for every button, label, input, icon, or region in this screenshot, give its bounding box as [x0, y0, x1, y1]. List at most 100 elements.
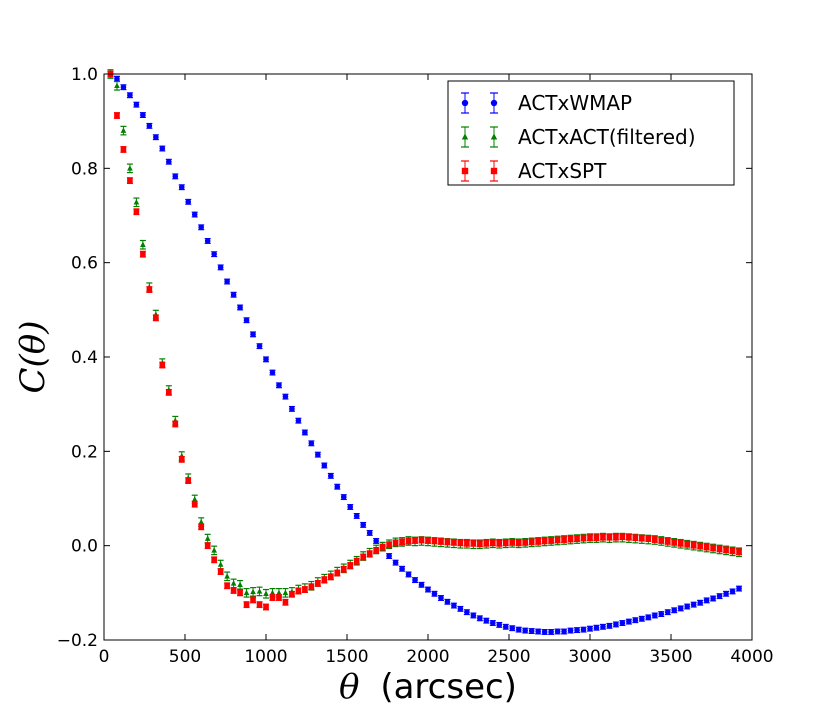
data-point — [509, 539, 516, 546]
data-point — [263, 590, 269, 597]
data-point — [645, 535, 652, 542]
legend-marker — [490, 99, 498, 107]
data-point — [438, 538, 444, 545]
data-point — [340, 494, 347, 500]
data-point — [373, 538, 379, 544]
data-point — [515, 540, 522, 546]
data-point — [217, 568, 224, 575]
x-tick-label: 4000 — [730, 647, 773, 667]
data-point — [535, 628, 541, 635]
data-point — [269, 589, 276, 596]
data-point — [490, 540, 496, 546]
data-point — [600, 534, 606, 540]
x-axis-label-symbol: θ — [339, 667, 359, 707]
data-point — [191, 501, 198, 507]
data-point — [191, 211, 198, 218]
data-point — [315, 580, 321, 587]
data-point — [736, 585, 742, 592]
data-point — [470, 612, 477, 619]
y-tick-label: 0.0 — [71, 537, 98, 557]
x-tick-label: 2500 — [487, 647, 530, 667]
data-point — [554, 628, 561, 635]
data-point — [153, 134, 159, 141]
data-point — [490, 620, 496, 626]
data-point — [204, 542, 211, 549]
y-axis-label: C(θ) — [13, 320, 53, 393]
data-point — [567, 627, 574, 634]
data-point — [353, 558, 360, 565]
data-point — [250, 331, 256, 338]
data-point — [425, 586, 431, 593]
data-point — [230, 580, 237, 586]
data-point — [204, 238, 211, 244]
data-point — [289, 591, 295, 598]
data-point — [528, 539, 535, 545]
data-point — [652, 612, 658, 619]
data-point — [697, 543, 703, 549]
data-point — [593, 534, 600, 541]
data-point — [703, 544, 710, 550]
data-point — [172, 421, 179, 427]
data-point — [140, 112, 146, 118]
data-point — [444, 598, 451, 605]
data-point — [502, 540, 509, 546]
data-point — [548, 629, 554, 635]
data-point — [723, 547, 729, 553]
data-point — [353, 513, 360, 519]
data-point — [716, 546, 723, 552]
legend-label: ACTxACT(filtered) — [518, 125, 696, 149]
data-point — [153, 315, 159, 321]
data-point — [321, 462, 328, 469]
legend-box — [447, 80, 735, 186]
data-point — [146, 286, 153, 293]
data-point — [574, 627, 580, 633]
data-point — [528, 628, 535, 634]
data-point — [703, 597, 710, 604]
data-point — [295, 588, 302, 594]
data-point — [658, 611, 665, 617]
y-tick-label: 0.8 — [71, 159, 98, 179]
data-point — [120, 127, 127, 133]
y-tick-label: 0.2 — [71, 442, 98, 462]
data-point — [710, 545, 716, 551]
data-point — [729, 588, 736, 595]
data-point — [457, 540, 464, 546]
data-point — [366, 530, 373, 536]
data-point — [185, 477, 192, 484]
data-point — [386, 553, 392, 559]
data-point — [114, 112, 120, 119]
data-point — [470, 540, 477, 547]
data-point — [723, 590, 729, 597]
data-point — [496, 540, 503, 547]
x-tick-label: 3500 — [649, 647, 692, 667]
data-point — [736, 548, 742, 555]
data-point — [159, 362, 166, 368]
data-point — [457, 606, 464, 612]
data-point — [360, 522, 367, 528]
data-point — [425, 537, 431, 544]
data-point — [230, 587, 237, 594]
data-point — [580, 535, 587, 541]
data-point — [256, 588, 263, 594]
data-point — [334, 483, 341, 490]
data-point — [276, 594, 282, 601]
data-point — [522, 539, 528, 546]
data-point — [418, 537, 425, 543]
data-point — [237, 581, 243, 588]
data-point — [399, 539, 405, 545]
data-point — [127, 92, 133, 99]
data-point — [600, 623, 606, 630]
data-point — [328, 473, 334, 479]
data-point — [451, 602, 457, 609]
legend-entry: ACTxWMAP — [461, 91, 632, 115]
legend-label: ACTxSPT — [518, 159, 607, 183]
legend-marker — [461, 167, 469, 175]
data-point — [464, 540, 470, 547]
data-point — [178, 456, 185, 463]
data-point — [412, 577, 418, 583]
data-point — [632, 617, 639, 623]
legend-label: ACTxWMAP — [518, 91, 632, 115]
data-point — [405, 538, 412, 544]
data-point — [198, 524, 204, 530]
